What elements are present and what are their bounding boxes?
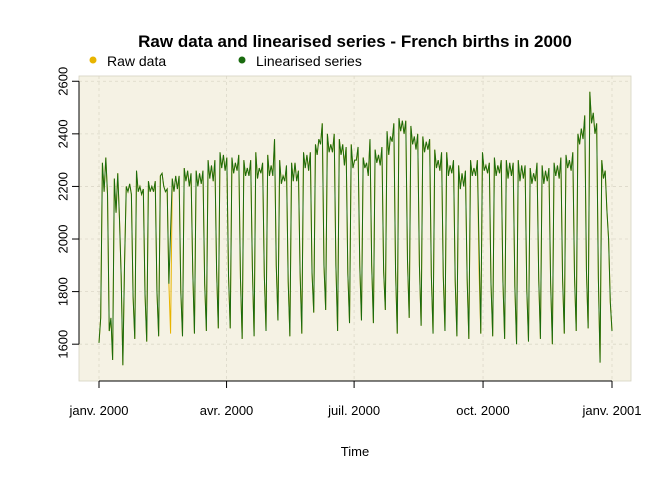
- x-tick-label: avr. 2000: [200, 403, 254, 418]
- series-line-linearised-series: [98, 91, 613, 366]
- x-axis-title: Time: [341, 444, 369, 459]
- legend-marker-linearised-series: [238, 56, 246, 64]
- x-tick-label: oct. 2000: [456, 403, 510, 418]
- y-tick-label: 2200: [56, 172, 71, 201]
- x-tick-label: janv. 2001: [581, 403, 641, 418]
- y-tick-label: 1800: [56, 277, 71, 306]
- x-tick-label: juil. 2000: [327, 403, 380, 418]
- y-tick-label: 2000: [56, 225, 71, 254]
- legend-label-raw-data: Raw data: [107, 53, 166, 69]
- y-tick-label: 2600: [56, 67, 71, 96]
- chart-title: Raw data and linearised series - French …: [138, 32, 572, 51]
- series-layer: [98, 91, 613, 366]
- legend: Raw data Linearised series: [89, 53, 362, 69]
- plot-background: [78, 75, 632, 382]
- x-axis: janv. 2000 avr. 2000 juil. 2000 oct. 2000 ja…: [68, 380, 642, 418]
- y-tick-label: 2400: [56, 119, 71, 148]
- y-axis: 1600 1800 2000 2200 2400 2600: [56, 67, 80, 359]
- y-tick-label: 1600: [56, 330, 71, 359]
- legend-marker-raw-data: [89, 56, 97, 64]
- x-tick-label: janv. 2000: [68, 403, 128, 418]
- legend-label-linearised-series: Linearised series: [256, 53, 362, 69]
